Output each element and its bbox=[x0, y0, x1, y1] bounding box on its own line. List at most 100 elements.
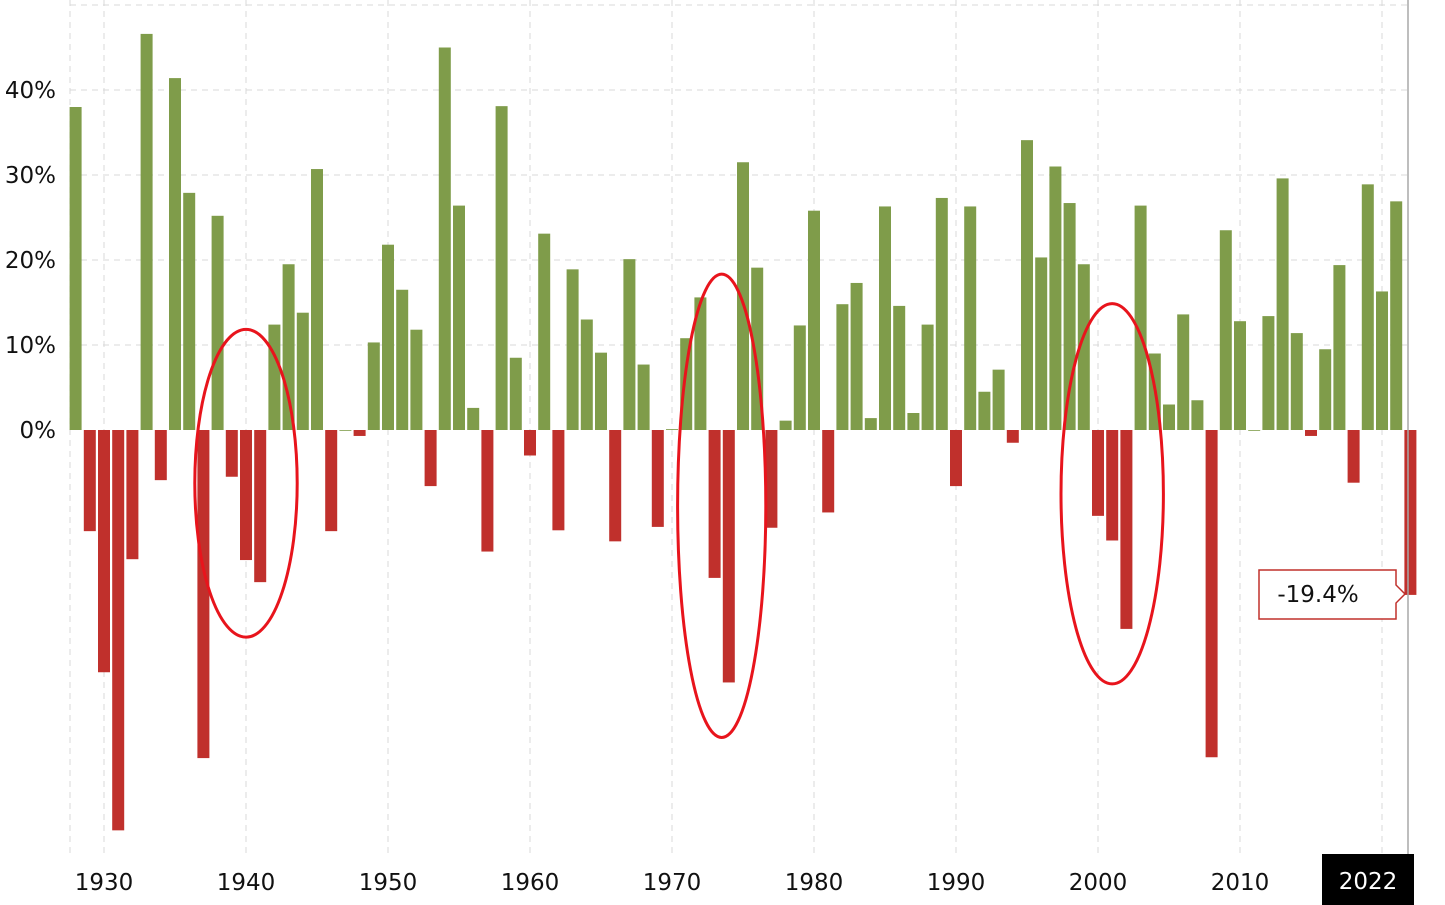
bar-1982[interactable] bbox=[836, 304, 849, 430]
bar-2002[interactable] bbox=[1120, 430, 1133, 629]
bar-1954[interactable] bbox=[438, 47, 451, 431]
bar-1975[interactable] bbox=[737, 162, 749, 430]
bar-1944[interactable] bbox=[296, 312, 309, 430]
bar-1974[interactable] bbox=[722, 430, 735, 683]
bar-1947[interactable] bbox=[339, 430, 352, 431]
bar-1928[interactable] bbox=[69, 107, 82, 430]
bar-1966[interactable] bbox=[609, 430, 622, 542]
bar-2014[interactable] bbox=[1290, 333, 1303, 430]
bar-1957[interactable] bbox=[481, 430, 494, 552]
bar-1963[interactable] bbox=[566, 269, 579, 430]
bar-2005[interactable] bbox=[1163, 404, 1175, 431]
bar-1980[interactable] bbox=[808, 210, 820, 430]
y-tick-label: 20% bbox=[5, 248, 56, 274]
bar-2021[interactable] bbox=[1390, 201, 1403, 430]
highlight-x-label: 2022 bbox=[1322, 854, 1414, 905]
bar-1981[interactable] bbox=[822, 430, 835, 513]
bar-1994[interactable] bbox=[1006, 430, 1019, 443]
bar-1993[interactable] bbox=[992, 369, 1005, 430]
bar-1969[interactable] bbox=[651, 430, 664, 527]
bar-1930[interactable] bbox=[98, 430, 110, 673]
bar-1937[interactable] bbox=[197, 430, 210, 759]
bar-1985[interactable] bbox=[879, 206, 891, 430]
bar-1943[interactable] bbox=[282, 264, 295, 430]
bar-1983[interactable] bbox=[850, 282, 863, 430]
bar-2012[interactable] bbox=[1262, 316, 1275, 430]
bar-1965[interactable] bbox=[595, 352, 607, 430]
bar-1938[interactable] bbox=[211, 215, 224, 430]
bar-1973[interactable] bbox=[708, 430, 721, 578]
bar-1949[interactable] bbox=[367, 342, 380, 430]
bar-2019[interactable] bbox=[1361, 184, 1374, 430]
bar-1932[interactable] bbox=[126, 430, 139, 560]
bar-1948[interactable] bbox=[353, 430, 366, 436]
bar-1958[interactable] bbox=[495, 106, 508, 431]
bar-1990[interactable] bbox=[950, 430, 962, 487]
bar-1984[interactable] bbox=[864, 418, 877, 430]
bar-1935[interactable] bbox=[169, 78, 181, 430]
bar-1967[interactable] bbox=[623, 259, 636, 430]
bar-2017[interactable] bbox=[1333, 265, 1346, 430]
bar-1977[interactable] bbox=[765, 430, 778, 528]
bar-1992[interactable] bbox=[978, 391, 991, 430]
bar-1986[interactable] bbox=[893, 305, 906, 430]
bar-1968[interactable] bbox=[637, 364, 650, 430]
bar-2001[interactable] bbox=[1106, 430, 1119, 541]
x-tick-label: 2010 bbox=[1211, 870, 1270, 896]
bar-1945[interactable] bbox=[311, 169, 323, 431]
bar-2011[interactable] bbox=[1248, 430, 1261, 431]
bar-2003[interactable] bbox=[1134, 205, 1147, 430]
bar-1991[interactable] bbox=[964, 206, 977, 430]
x-tick-label: 1970 bbox=[643, 870, 702, 896]
bar-1964[interactable] bbox=[580, 319, 593, 431]
bar-1933[interactable] bbox=[140, 33, 153, 431]
bar-2009[interactable] bbox=[1219, 230, 1232, 430]
bar-1979[interactable] bbox=[793, 325, 806, 430]
bar-2007[interactable] bbox=[1191, 400, 1204, 430]
bar-1929[interactable] bbox=[83, 430, 96, 532]
bar-2018[interactable] bbox=[1347, 430, 1360, 483]
bar-1955[interactable] bbox=[453, 205, 465, 430]
bar-2000[interactable] bbox=[1092, 430, 1104, 516]
x-tick-label: 1960 bbox=[501, 870, 560, 896]
bar-2010[interactable] bbox=[1234, 321, 1246, 430]
bar-1940[interactable] bbox=[240, 430, 252, 561]
bar-1936[interactable] bbox=[183, 192, 196, 430]
bar-1995[interactable] bbox=[1021, 140, 1033, 430]
bar-1931[interactable] bbox=[112, 430, 125, 831]
bar-2020[interactable] bbox=[1376, 291, 1388, 430]
bar-1950[interactable] bbox=[382, 244, 394, 430]
bar-1951[interactable] bbox=[396, 289, 409, 430]
bar-1989[interactable] bbox=[935, 197, 948, 430]
tooltip-value: -19.4% bbox=[1277, 582, 1358, 608]
bar-1996[interactable] bbox=[1035, 257, 1048, 430]
bar-1941[interactable] bbox=[254, 430, 267, 583]
bar-1962[interactable] bbox=[552, 430, 565, 531]
bar-1934[interactable] bbox=[154, 430, 167, 481]
bar-1946[interactable] bbox=[325, 430, 338, 532]
bar-1972[interactable] bbox=[694, 297, 707, 430]
bar-2016[interactable] bbox=[1319, 349, 1332, 430]
bar-1942[interactable] bbox=[268, 324, 281, 430]
bar-2006[interactable] bbox=[1177, 314, 1190, 430]
bar-1978[interactable] bbox=[779, 420, 792, 430]
bar-2015[interactable] bbox=[1305, 430, 1317, 436]
bar-1999[interactable] bbox=[1077, 264, 1090, 430]
bar-1939[interactable] bbox=[225, 430, 238, 477]
bar-2022[interactable] bbox=[1404, 430, 1417, 595]
bar-1971[interactable] bbox=[680, 338, 693, 430]
y-tick-label: 0% bbox=[20, 418, 57, 444]
bar-1960[interactable] bbox=[524, 430, 536, 456]
bar-1961[interactable] bbox=[538, 233, 551, 430]
bar-1987[interactable] bbox=[907, 413, 920, 430]
highlight-ellipse bbox=[1059, 302, 1165, 686]
bar-2013[interactable] bbox=[1276, 178, 1289, 430]
bar-1997[interactable] bbox=[1049, 166, 1062, 431]
bar-1959[interactable] bbox=[509, 357, 522, 430]
bar-1970[interactable] bbox=[666, 429, 678, 430]
bar-1953[interactable] bbox=[424, 430, 437, 487]
bar-1956[interactable] bbox=[467, 407, 480, 430]
bar-2008[interactable] bbox=[1205, 430, 1218, 758]
bar-1988[interactable] bbox=[921, 324, 934, 430]
bar-1952[interactable] bbox=[410, 329, 423, 430]
